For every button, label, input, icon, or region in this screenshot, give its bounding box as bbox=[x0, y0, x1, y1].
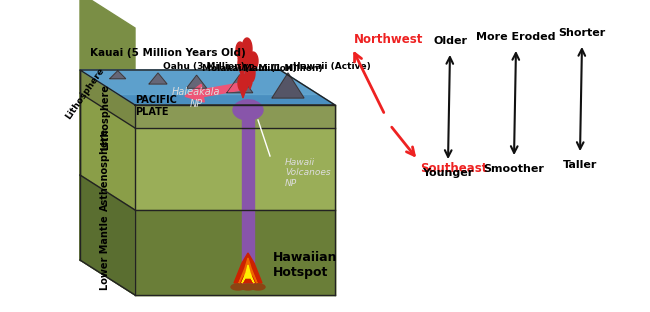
Polygon shape bbox=[245, 63, 255, 83]
Text: More Eroded: More Eroded bbox=[476, 32, 556, 42]
Polygon shape bbox=[241, 92, 245, 98]
Text: Smoother: Smoother bbox=[484, 164, 545, 174]
Text: Shorter: Shorter bbox=[558, 28, 606, 38]
Ellipse shape bbox=[251, 284, 265, 290]
Polygon shape bbox=[238, 55, 246, 71]
Ellipse shape bbox=[241, 284, 255, 290]
Text: Hawaiian
Hotspot: Hawaiian Hotspot bbox=[273, 251, 337, 279]
Polygon shape bbox=[80, 160, 135, 295]
Polygon shape bbox=[110, 71, 125, 79]
Polygon shape bbox=[242, 38, 252, 60]
Text: PACIFIC
PLATE: PACIFIC PLATE bbox=[135, 95, 177, 117]
Polygon shape bbox=[238, 58, 242, 64]
Text: Maui (1 Million): Maui (1 Million) bbox=[242, 64, 322, 73]
Polygon shape bbox=[242, 265, 254, 283]
Polygon shape bbox=[135, 105, 335, 128]
Polygon shape bbox=[238, 74, 248, 92]
Text: Lithosphere: Lithosphere bbox=[64, 66, 106, 121]
Polygon shape bbox=[80, 70, 135, 128]
Text: Younger: Younger bbox=[422, 168, 474, 178]
Polygon shape bbox=[135, 105, 335, 195]
Polygon shape bbox=[135, 210, 335, 295]
Polygon shape bbox=[242, 100, 254, 285]
Text: Oahu (3 Million): Oahu (3 Million) bbox=[163, 62, 245, 71]
Polygon shape bbox=[80, 70, 335, 105]
Polygon shape bbox=[149, 73, 167, 84]
Text: Asthenosphere: Asthenosphere bbox=[100, 127, 110, 211]
Text: Older: Older bbox=[433, 36, 467, 46]
Text: Northwest: Northwest bbox=[354, 33, 423, 46]
Text: Lithosphere: Lithosphere bbox=[100, 84, 110, 149]
Text: Southeast: Southeast bbox=[420, 162, 488, 175]
FancyArrow shape bbox=[185, 82, 246, 102]
Polygon shape bbox=[248, 83, 252, 89]
Polygon shape bbox=[236, 42, 244, 58]
Polygon shape bbox=[272, 73, 304, 98]
Text: Taller: Taller bbox=[563, 160, 597, 170]
Text: Lower Mantle: Lower Mantle bbox=[100, 215, 110, 290]
Polygon shape bbox=[80, 175, 135, 295]
Polygon shape bbox=[240, 71, 244, 77]
Polygon shape bbox=[245, 60, 249, 66]
Text: Hawaii
Volcanoes
NP: Hawaii Volcanoes NP bbox=[285, 158, 331, 188]
Text: Molakai (2 Million): Molakai (2 Million) bbox=[202, 64, 296, 73]
Polygon shape bbox=[80, 93, 135, 210]
Polygon shape bbox=[80, 0, 135, 105]
Polygon shape bbox=[248, 52, 258, 70]
Polygon shape bbox=[135, 195, 335, 295]
Text: Hawaii (Active): Hawaii (Active) bbox=[293, 62, 370, 71]
Polygon shape bbox=[135, 128, 335, 210]
Polygon shape bbox=[80, 70, 135, 195]
Polygon shape bbox=[239, 258, 257, 283]
Polygon shape bbox=[251, 70, 255, 76]
Polygon shape bbox=[187, 75, 207, 88]
Polygon shape bbox=[234, 253, 262, 283]
Polygon shape bbox=[227, 75, 253, 93]
Text: Kauai (5 Million Years Old): Kauai (5 Million Years Old) bbox=[90, 48, 246, 58]
Ellipse shape bbox=[231, 284, 245, 290]
Text: Haleakala
NP: Haleakala NP bbox=[172, 87, 220, 109]
Ellipse shape bbox=[233, 100, 263, 120]
Polygon shape bbox=[80, 70, 318, 95]
